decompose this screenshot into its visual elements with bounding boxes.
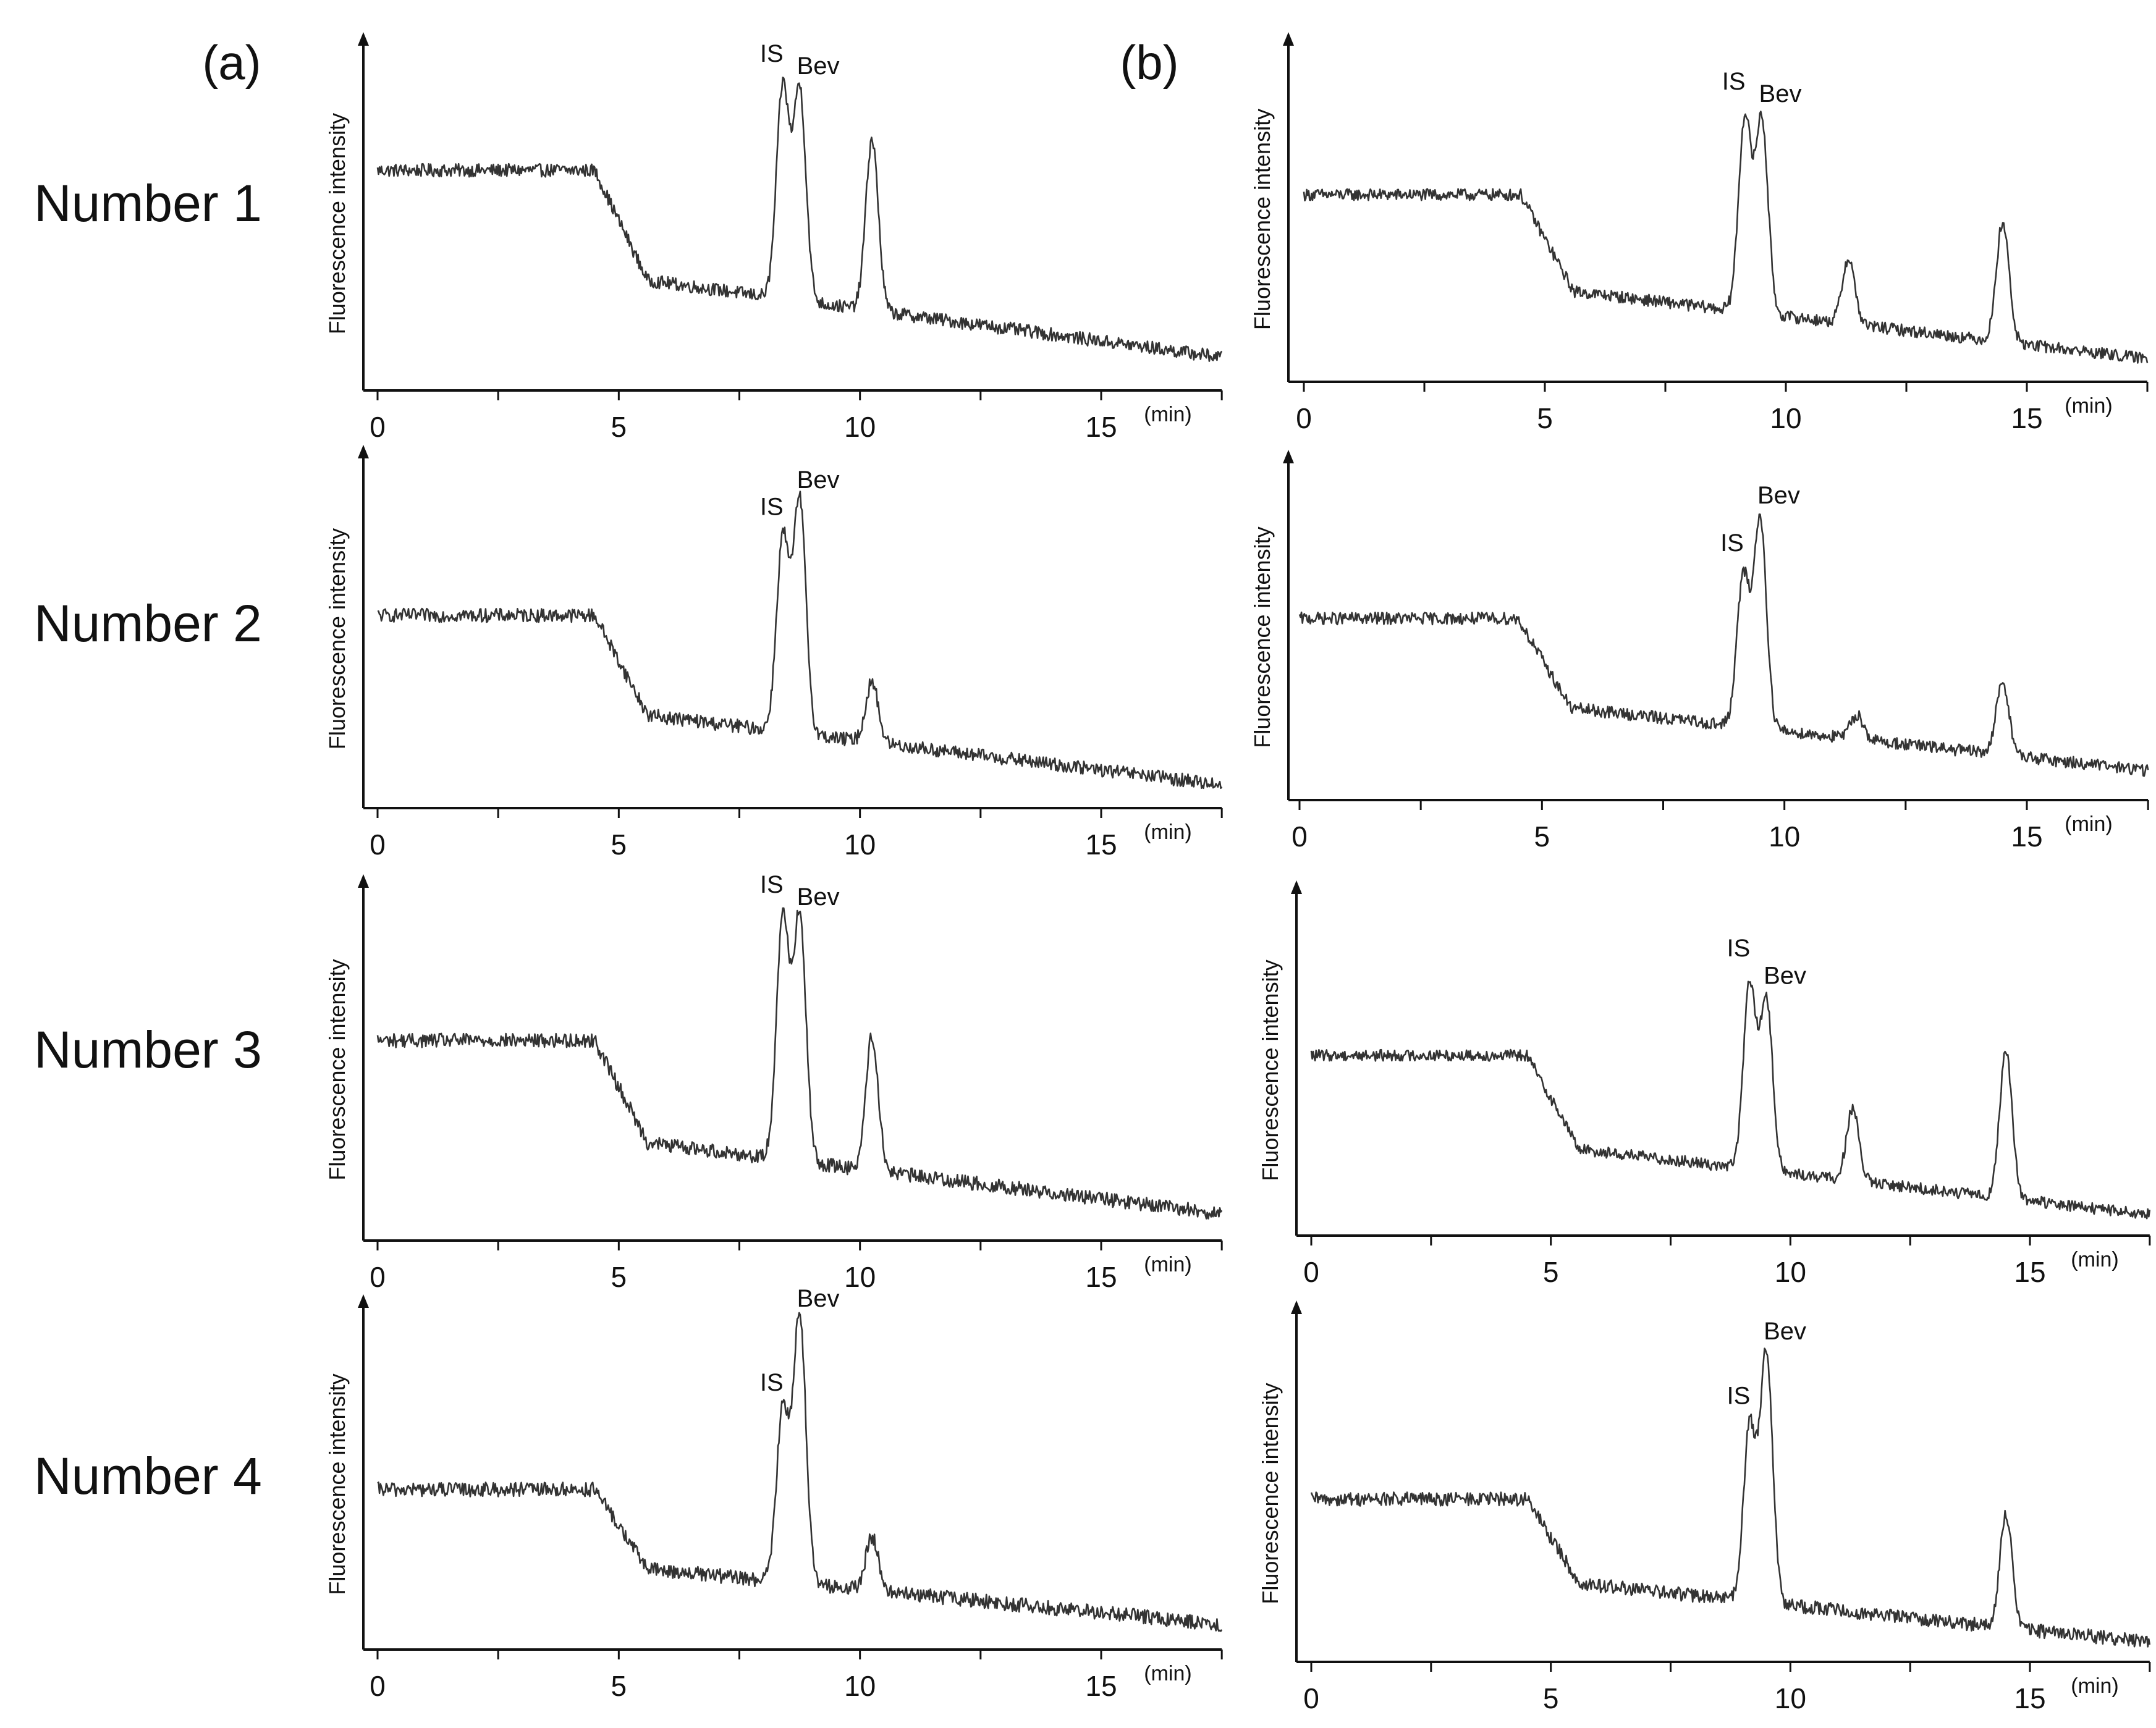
x-tick-label: 0 bbox=[370, 411, 386, 443]
peak-label-is: IS bbox=[760, 871, 784, 898]
y-axis-arrow bbox=[358, 32, 369, 46]
x-tick-label: 15 bbox=[1085, 828, 1117, 861]
peak-label-bev: Bev bbox=[1764, 1318, 1806, 1345]
x-tick-label: 15 bbox=[2014, 1682, 2045, 1714]
peak-label-is: IS bbox=[1722, 68, 1746, 95]
row-label-3: Number 3 bbox=[34, 1021, 262, 1079]
x-tick-label: 10 bbox=[1775, 1682, 1806, 1714]
y-axis-arrow bbox=[358, 1294, 369, 1308]
peak-label-is: IS bbox=[1727, 935, 1751, 962]
chromatogram-trace bbox=[377, 491, 1223, 790]
peak-label-bev: Bev bbox=[797, 466, 840, 494]
chromatogram-trace bbox=[377, 1312, 1223, 1632]
peak-label-is: IS bbox=[760, 40, 784, 67]
y-axis-label: Fluorescence intensity bbox=[324, 113, 350, 334]
x-tick-label: 10 bbox=[844, 1670, 876, 1702]
x-tick-label: 10 bbox=[844, 411, 876, 443]
row-label-4: Number 4 bbox=[34, 1447, 262, 1505]
panel-5: 0 5 10 15 (min) Fluorescence intensity IS Bev bbox=[324, 871, 1223, 1293]
x-tick-label: 10 bbox=[1775, 1256, 1806, 1288]
x-axis-unit: (min) bbox=[1144, 820, 1191, 844]
x-axis-unit: (min) bbox=[1144, 403, 1191, 426]
x-tick-label: 0 bbox=[370, 1261, 386, 1293]
row-label-2: Number 2 bbox=[34, 594, 262, 652]
y-axis-label: Fluorescence intensity bbox=[1258, 1383, 1283, 1604]
x-tick-label: 5 bbox=[611, 1670, 627, 1702]
x-tick-label: 5 bbox=[1534, 820, 1550, 853]
x-axis-unit: (min) bbox=[1144, 1662, 1191, 1685]
panel-8: 0 5 10 15 (min) Fluorescence intensity IS Bev bbox=[1258, 1300, 2151, 1714]
panel-4: 0 5 10 15 (min) Fluorescence intensity IS Bev bbox=[1249, 450, 2149, 853]
y-axis-label: Fluorescence intensity bbox=[1249, 109, 1275, 330]
column-label-a: (a) bbox=[202, 35, 261, 90]
y-axis-arrow bbox=[1283, 450, 1294, 463]
x-axis-unit: (min) bbox=[2071, 1248, 2118, 1271]
y-axis-label: Fluorescence intensity bbox=[324, 528, 350, 749]
y-axis-arrow bbox=[1283, 32, 1294, 46]
x-tick-label: 0 bbox=[1303, 1682, 1319, 1714]
x-tick-label: 10 bbox=[1770, 402, 1801, 434]
peak-label-bev: Bev bbox=[797, 1285, 840, 1312]
x-tick-label: 0 bbox=[1303, 1256, 1319, 1288]
y-axis-label: Fluorescence intensity bbox=[1258, 959, 1283, 1181]
x-tick-label: 5 bbox=[1543, 1682, 1559, 1714]
y-axis-arrow bbox=[358, 874, 369, 888]
x-tick-label: 0 bbox=[1291, 820, 1308, 853]
x-tick-label: 5 bbox=[1543, 1256, 1559, 1288]
chromatogram-trace bbox=[376, 77, 1223, 362]
chromatogram-trace bbox=[1310, 1347, 2151, 1648]
peak-label-is: IS bbox=[1720, 529, 1744, 557]
x-axis-unit: (min) bbox=[2065, 394, 2112, 418]
y-axis-arrow bbox=[1291, 880, 1302, 894]
panel-1: 0 5 10 15 (min) Fluorescence intensity IS Bev bbox=[324, 32, 1223, 443]
x-tick-label: 15 bbox=[1085, 1261, 1117, 1293]
x-tick-label: 0 bbox=[370, 1670, 386, 1702]
chromatogram-trace bbox=[1303, 111, 2149, 364]
peak-label-bev: Bev bbox=[797, 883, 840, 911]
panel-3: 0 5 10 15 (min) Fluorescence intensity IS Bev bbox=[324, 445, 1223, 861]
x-tick-label: 15 bbox=[2011, 402, 2042, 434]
x-tick-label: 15 bbox=[2014, 1256, 2045, 1288]
y-axis-label: Fluorescence intensity bbox=[1249, 526, 1275, 748]
x-tick-label: 5 bbox=[611, 828, 627, 861]
peak-label-bev: Bev bbox=[797, 53, 840, 80]
y-axis-arrow bbox=[358, 445, 369, 458]
x-tick-label: 15 bbox=[1085, 411, 1117, 443]
peak-label-is: IS bbox=[760, 494, 784, 521]
chromatogram-trace bbox=[376, 907, 1223, 1220]
panel-7: 0 5 10 15 (min) Fluorescence intensity IS Bev bbox=[324, 1285, 1223, 1702]
x-axis-unit: (min) bbox=[1144, 1253, 1191, 1276]
x-tick-label: 15 bbox=[1085, 1670, 1117, 1702]
y-axis-label: Fluorescence intensity bbox=[324, 959, 350, 1180]
peak-label-is: IS bbox=[760, 1369, 784, 1396]
x-tick-label: 10 bbox=[844, 828, 876, 861]
x-tick-label: 5 bbox=[1537, 402, 1553, 434]
y-axis-label: Fluorescence intensity bbox=[324, 1373, 350, 1595]
x-tick-label: 0 bbox=[1296, 402, 1312, 434]
chromatogram-trace bbox=[1310, 980, 2151, 1220]
peak-label-bev: Bev bbox=[1764, 962, 1806, 989]
panel-6: 0 5 10 15 (min) Fluorescence intensity IS Bev bbox=[1258, 880, 2151, 1288]
y-axis-arrow bbox=[1291, 1300, 1302, 1314]
x-tick-label: 15 bbox=[2011, 820, 2042, 853]
row-label-1: Number 1 bbox=[34, 174, 262, 232]
x-tick-label: 10 bbox=[844, 1261, 876, 1293]
peak-label-is: IS bbox=[1727, 1382, 1751, 1409]
chromatogram-trace bbox=[1298, 513, 2149, 777]
x-axis-unit: (min) bbox=[2065, 812, 2112, 836]
x-tick-label: 0 bbox=[370, 828, 386, 861]
x-axis-unit: (min) bbox=[2071, 1674, 2118, 1698]
x-tick-label: 10 bbox=[1769, 820, 1800, 853]
x-tick-label: 5 bbox=[611, 411, 627, 443]
x-tick-label: 5 bbox=[611, 1261, 627, 1293]
panel-2: 0 5 10 15 (min) Fluorescence intensity IS Bev bbox=[1249, 32, 2149, 434]
chromatogram-panels: 0 5 10 15 (min) Fluorescence intensity IS Bev 0 5… bbox=[324, 32, 2151, 1714]
column-label-b: (b) bbox=[1120, 35, 1178, 90]
peak-label-bev: Bev bbox=[1759, 80, 1802, 107]
peak-label-bev: Bev bbox=[1757, 482, 1800, 509]
